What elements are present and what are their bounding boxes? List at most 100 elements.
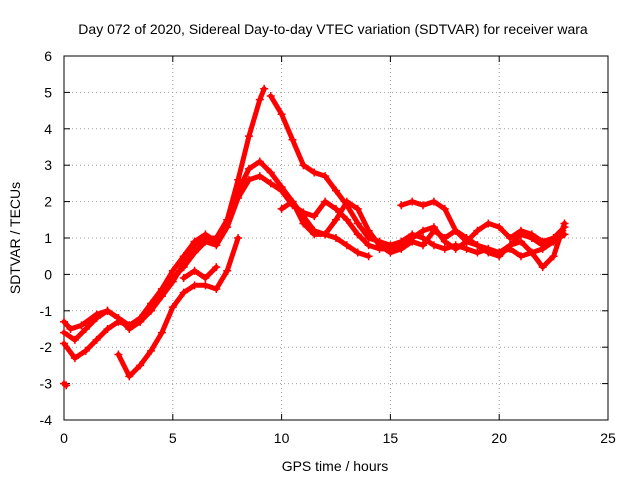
data-point	[244, 164, 253, 173]
data-point	[462, 244, 471, 253]
data-point	[157, 328, 166, 337]
series-line	[61, 159, 372, 343]
data-point	[244, 132, 253, 141]
data-point	[364, 241, 373, 250]
data-point	[60, 328, 68, 337]
series-trace-c	[60, 157, 373, 344]
data-point	[201, 274, 210, 283]
data-series	[60, 84, 569, 390]
data-point	[223, 223, 232, 232]
data-point	[321, 230, 330, 239]
y-tick-label: -3	[40, 376, 53, 392]
data-point	[549, 234, 558, 242]
data-point	[136, 361, 145, 370]
x-tick-label: 0	[60, 430, 68, 446]
data-point	[92, 314, 101, 323]
data-point	[440, 204, 449, 213]
data-point	[332, 234, 340, 242]
series-line	[61, 173, 567, 361]
data-point	[353, 204, 362, 213]
data-point	[277, 204, 286, 213]
y-tick-label: 1	[44, 230, 52, 246]
data-point	[62, 381, 71, 390]
data-point	[527, 248, 536, 257]
data-point	[538, 237, 547, 246]
series-trace-f	[397, 197, 569, 272]
x-tick-label: 25	[600, 430, 616, 446]
data-point	[260, 84, 269, 93]
y-tick-label: 5	[44, 84, 52, 100]
data-point	[81, 325, 90, 333]
x-tick-label: 5	[169, 430, 177, 446]
grid	[64, 56, 608, 420]
data-point	[342, 241, 351, 250]
data-point	[179, 288, 188, 297]
data-point	[506, 241, 515, 250]
data-point	[332, 215, 340, 224]
x-tick-label: 15	[383, 430, 399, 446]
x-axis-label: GPS time / hours	[282, 458, 389, 474]
data-point	[66, 325, 75, 333]
series-trace-g	[114, 234, 243, 381]
data-point	[332, 204, 340, 213]
data-point	[299, 208, 308, 217]
data-point	[266, 168, 275, 177]
data-point	[77, 321, 86, 330]
series-trace-a	[60, 84, 269, 333]
data-point	[212, 263, 221, 272]
data-point	[168, 274, 177, 283]
data-point	[92, 335, 101, 344]
data-point	[212, 284, 221, 293]
y-tick-label: -4	[40, 412, 53, 428]
data-point	[147, 346, 156, 355]
data-point	[114, 317, 123, 326]
data-point	[168, 303, 177, 312]
data-point	[429, 197, 438, 206]
data-point	[157, 284, 166, 293]
x-tick-label: 10	[274, 430, 290, 446]
data-point	[103, 306, 112, 315]
data-point	[342, 215, 351, 224]
series-trace-h	[179, 263, 221, 283]
series-line	[398, 199, 567, 270]
data-point	[364, 252, 373, 261]
data-point	[419, 241, 428, 250]
data-point	[277, 110, 286, 119]
data-point	[506, 234, 515, 242]
data-point	[397, 241, 406, 250]
data-point	[244, 175, 253, 184]
data-point	[495, 248, 504, 257]
data-point	[288, 135, 297, 144]
data-point	[255, 95, 264, 104]
data-point	[60, 317, 68, 326]
data-point	[70, 335, 79, 344]
data-point	[386, 244, 395, 253]
y-tick-label: 3	[44, 157, 52, 173]
data-point	[516, 237, 525, 246]
data-point	[168, 266, 177, 275]
data-point	[484, 244, 493, 253]
data-point	[527, 230, 536, 239]
data-point	[190, 237, 199, 246]
data-point	[288, 201, 297, 210]
data-point	[310, 212, 319, 221]
data-point	[234, 193, 243, 202]
data-point	[419, 201, 428, 210]
data-point	[147, 299, 156, 308]
data-point	[60, 339, 68, 348]
data-point	[560, 219, 569, 228]
data-point	[190, 281, 199, 290]
data-point	[353, 219, 362, 228]
data-point	[255, 172, 264, 181]
data-point	[266, 179, 275, 188]
data-point	[440, 237, 449, 246]
data-point	[81, 346, 90, 355]
series-line	[115, 235, 241, 379]
data-point	[495, 223, 504, 232]
data-point	[201, 230, 210, 239]
y-axis-label: SDTVAR / TECUs	[7, 182, 23, 294]
y-tick-label: 6	[44, 48, 52, 64]
data-point	[255, 157, 264, 166]
data-point	[179, 274, 188, 283]
data-point	[332, 186, 340, 195]
